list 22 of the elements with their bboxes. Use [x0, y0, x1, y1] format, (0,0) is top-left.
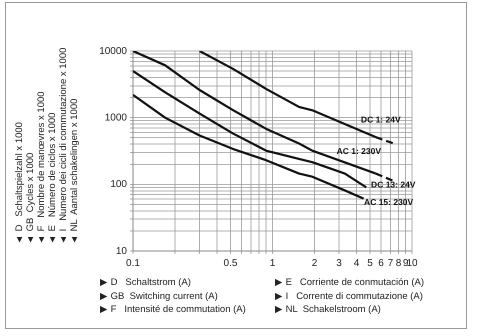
series-label: AC 15: 230V — [364, 196, 414, 207]
x-tick-label: 9 — [402, 258, 409, 269]
series-label: AC 1: 230V — [336, 146, 382, 156]
x-tick-label: 10 — [406, 258, 418, 269]
x-tick-label: 2 — [312, 258, 318, 269]
x-tick-label: 8 — [396, 258, 402, 269]
series-label: DC 1: 24V — [360, 114, 401, 125]
x-tick-label: 0.5 — [224, 258, 238, 269]
y-axis-title: ▲ D Schaltspielzahl x 1000 ▲ GB Cycles x 1000 ▲ F Nombre de manœvres x 1000 ▲ E Número de ciclos x 1000 ▲ I Numero dei cicli di commutazione x 1000 ▲ NL Aantal schakelingen x 1000 — [14, 46, 80, 245]
x-tick-label: 6 — [378, 258, 384, 269]
x-tick-label: 5 — [367, 258, 374, 269]
x-tick-label: 3 — [336, 258, 342, 269]
x-tick-label: 4 — [354, 258, 360, 269]
series-label: DC 13: 24V — [371, 180, 416, 190]
y-tick-label: 1000 — [104, 112, 128, 124]
x-tick-label: 1 — [270, 258, 276, 269]
y-tick-label: 10 — [116, 246, 128, 257]
y-tick-label: 10000 — [99, 46, 128, 57]
text: ▶ D Schaltstrom (A) ▶ GB Switching current (A) ▶ F Intensité de commutation (A) ▶ E Corriente de conmutación (A) ▶ I Corrente di commutazione (A) ▶ NL Schakelstroom (A) — [100, 277, 424, 315]
y-tick-label: 100 — [110, 179, 128, 190]
x-tick-label: 7 — [388, 258, 394, 269]
x-tick-label: 0.1 — [126, 258, 140, 269]
